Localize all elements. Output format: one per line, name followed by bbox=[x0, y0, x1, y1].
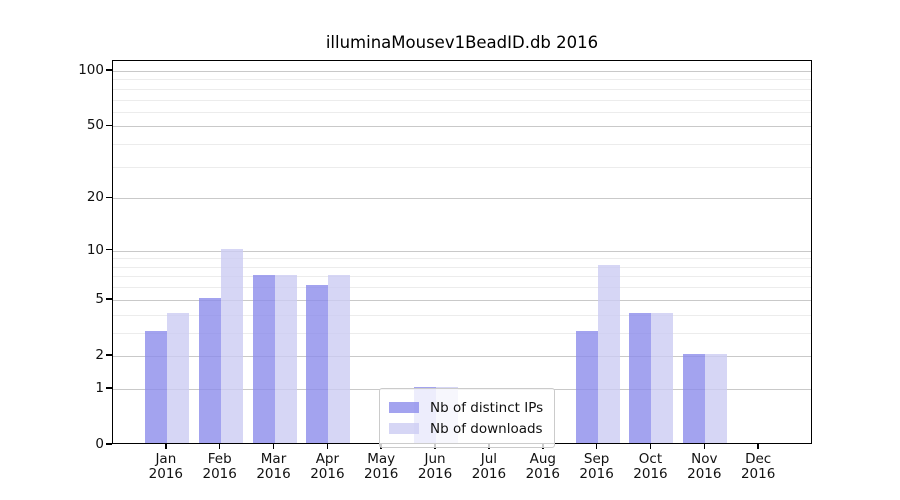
gridline-minor bbox=[113, 276, 811, 278]
x-tick-label: Dec 2016 bbox=[740, 451, 776, 482]
legend-swatch-distinct-ips bbox=[389, 402, 419, 413]
gridline-major bbox=[113, 355, 811, 357]
x-tick-label: Jun 2016 bbox=[417, 451, 453, 482]
y-tick-label: 20 bbox=[86, 189, 104, 206]
x-tick-label: Mar 2016 bbox=[256, 451, 291, 482]
legend-item-downloads: Nb of downloads bbox=[389, 419, 543, 438]
x-tick-label: Apr 2016 bbox=[310, 451, 345, 482]
bar-downloads-apr bbox=[328, 274, 351, 443]
y-tick-mark bbox=[106, 196, 112, 199]
y-tick-mark bbox=[106, 443, 112, 445]
gridline-minor bbox=[113, 314, 811, 316]
gridline-major bbox=[113, 299, 811, 301]
bar-downloads-mar bbox=[274, 274, 297, 443]
bar-distinct-ips-sep bbox=[575, 330, 598, 443]
gridline-major bbox=[113, 250, 811, 252]
x-tick-mark bbox=[272, 444, 275, 449]
x-tick-mark bbox=[165, 444, 167, 449]
x-tick-label: Oct 2016 bbox=[633, 451, 668, 482]
gridline-minor bbox=[113, 88, 811, 90]
bar-downloads-jan bbox=[166, 312, 189, 443]
bar-distinct-ips-oct bbox=[629, 312, 652, 443]
gridline-minor bbox=[113, 266, 811, 268]
chart-title: illuminaMousev1BeadID.db 2016 bbox=[325, 33, 599, 52]
legend-label-distinct-ips: Nb of distinct IPs bbox=[430, 399, 544, 416]
bar-distinct-ips-mar bbox=[252, 274, 275, 443]
x-tick-label: May 2016 bbox=[364, 451, 399, 482]
y-tick-mark bbox=[106, 124, 112, 127]
gridline-minor bbox=[113, 166, 811, 168]
x-tick-label: Aug 2016 bbox=[525, 451, 560, 482]
gridline-minor bbox=[113, 79, 811, 81]
bar-distinct-ips-apr bbox=[306, 285, 329, 443]
bar-downloads-oct bbox=[651, 312, 674, 443]
bar-downloads-sep bbox=[597, 264, 620, 443]
gridline-minor bbox=[113, 258, 811, 260]
x-tick-label: Jul 2016 bbox=[471, 451, 507, 482]
bar-distinct-ips-feb bbox=[198, 297, 221, 443]
gridline-minor bbox=[113, 144, 811, 146]
y-tick-label: 100 bbox=[78, 62, 104, 78]
x-tick-label: Feb 2016 bbox=[202, 451, 237, 482]
x-tick-label: Nov 2016 bbox=[687, 451, 722, 482]
x-tick-label: Jan 2016 bbox=[148, 451, 184, 482]
y-tick-label: 2 bbox=[95, 346, 104, 363]
legend-item-distinct-ips: Nb of distinct IPs bbox=[389, 398, 543, 417]
gridline-major bbox=[113, 126, 811, 128]
gridline-minor bbox=[113, 332, 811, 334]
x-tick-mark bbox=[703, 444, 706, 449]
gridline-minor bbox=[113, 99, 811, 101]
bar-downloads-nov bbox=[705, 353, 728, 443]
x-tick-mark bbox=[218, 444, 221, 449]
gridline-major bbox=[113, 198, 811, 200]
plot-area: Nb of distinct IPs Nb of downloads bbox=[112, 60, 812, 448]
y-tick-label: 50 bbox=[86, 117, 104, 134]
gridline-minor bbox=[113, 111, 811, 113]
legend-label-downloads: Nb of downloads bbox=[430, 420, 543, 437]
y-tick-mark bbox=[106, 387, 112, 389]
x-tick-mark bbox=[649, 444, 652, 449]
x-tick-label: Sep 2016 bbox=[579, 451, 614, 482]
x-tick-mark bbox=[595, 444, 598, 449]
legend-swatch-downloads bbox=[389, 423, 419, 434]
legend: Nb of distinct IPs Nb of downloads bbox=[379, 388, 556, 448]
y-tick-mark bbox=[106, 354, 112, 356]
y-tick-mark bbox=[106, 248, 112, 251]
y-tick-mark bbox=[106, 298, 112, 300]
y-tick-label: 10 bbox=[86, 241, 104, 258]
y-tick-mark bbox=[106, 69, 112, 71]
y-tick-label: 5 bbox=[95, 290, 104, 307]
y-tick-label: 0 bbox=[95, 436, 104, 452]
bar-distinct-ips-nov bbox=[683, 353, 706, 443]
y-tick-label: 1 bbox=[95, 379, 104, 396]
x-tick-mark bbox=[757, 444, 759, 449]
bar-distinct-ips-jan bbox=[144, 330, 167, 443]
x-tick-mark bbox=[326, 444, 329, 449]
gridline-major bbox=[113, 71, 811, 72]
bar-downloads-feb bbox=[220, 248, 243, 443]
gridline-minor bbox=[113, 287, 811, 289]
bars-layer bbox=[113, 61, 811, 443]
